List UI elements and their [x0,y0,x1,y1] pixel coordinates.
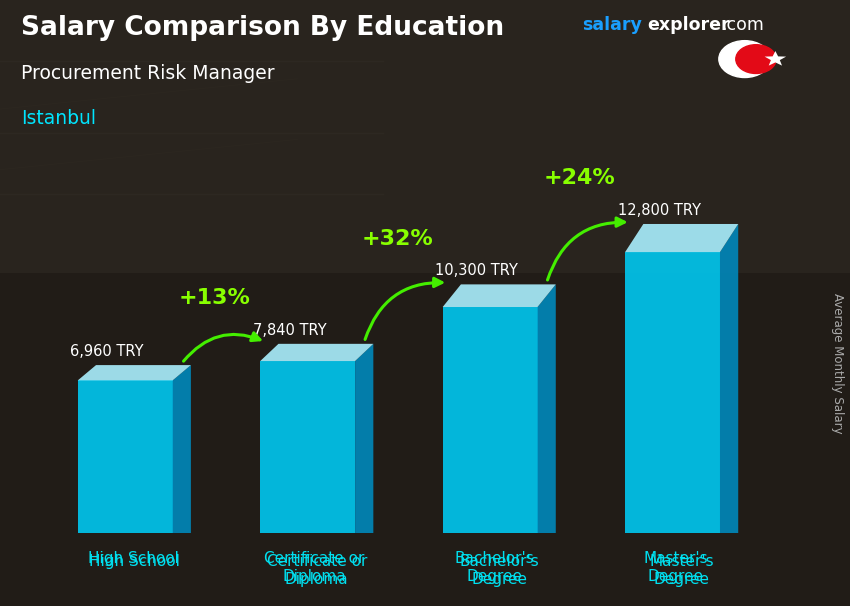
Polygon shape [443,284,556,307]
Text: Master's
Degree: Master's Degree [649,554,714,587]
Text: Salary Comparison By Education: Salary Comparison By Education [21,15,504,41]
Text: Bachelor's
Degree: Bachelor's Degree [459,554,539,587]
Text: Procurement Risk Manager: Procurement Risk Manager [21,64,275,82]
Polygon shape [625,224,738,252]
Polygon shape [260,361,355,533]
Text: High School: High School [89,554,180,570]
Text: +13%: +13% [178,288,251,308]
Polygon shape [443,307,537,533]
Text: Certificate or
Diploma: Certificate or Diploma [264,551,365,584]
Text: +24%: +24% [544,168,615,188]
Polygon shape [765,51,786,65]
Text: explorer: explorer [648,16,730,35]
Text: +32%: +32% [361,228,433,248]
Text: Average Monthly Salary: Average Monthly Salary [830,293,844,434]
Polygon shape [625,252,720,533]
Polygon shape [173,365,191,533]
Text: High School: High School [88,551,178,567]
Text: Master's
Degree: Master's Degree [643,551,708,584]
Polygon shape [355,344,373,533]
Text: .com: .com [721,16,763,35]
Polygon shape [0,0,850,273]
Text: Istanbul: Istanbul [21,109,96,128]
Text: Bachelor's
Degree: Bachelor's Degree [455,551,535,584]
Text: 10,300 TRY: 10,300 TRY [435,263,518,278]
Circle shape [736,45,776,73]
Polygon shape [0,273,850,606]
Text: Certificate or
Diploma: Certificate or Diploma [267,554,367,587]
Text: 12,800 TRY: 12,800 TRY [618,202,700,218]
Text: 6,960 TRY: 6,960 TRY [71,344,144,359]
Text: 7,840 TRY: 7,840 TRY [253,322,326,338]
Polygon shape [260,344,373,361]
Polygon shape [78,381,173,533]
Polygon shape [720,224,738,533]
Polygon shape [78,365,191,381]
Polygon shape [537,284,556,533]
Text: salary: salary [582,16,642,35]
Circle shape [719,41,770,78]
